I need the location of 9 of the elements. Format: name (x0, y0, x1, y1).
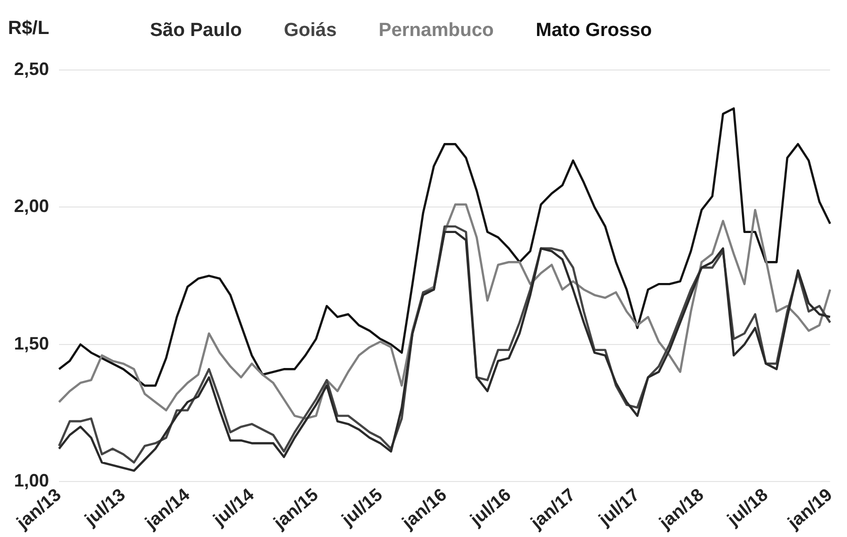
text: São Paulo (150, 20, 242, 42)
y-axis-title: R$/L (8, 18, 50, 40)
y-tick-label: 1,00 (14, 470, 50, 491)
y-tick-label: 1,50 (14, 333, 50, 354)
text: Mato Grosso (536, 20, 652, 42)
y-tick-label: 2,00 (14, 196, 50, 216)
text: Goiás (284, 20, 337, 42)
y-tick-label: 2,50 (14, 58, 50, 79)
text: Pernambuco (378, 20, 494, 42)
